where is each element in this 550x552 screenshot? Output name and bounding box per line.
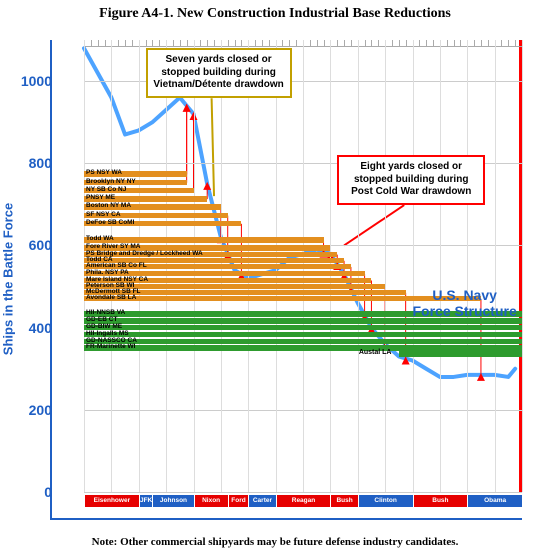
yard-label: Todd WA bbox=[86, 236, 114, 243]
page: Figure A4-1. New Construction Industrial… bbox=[0, 0, 550, 552]
yard-label: NY SB Co NJ bbox=[86, 187, 126, 194]
y-tick-label: 1000 bbox=[12, 73, 52, 89]
president-segment: Obama bbox=[467, 495, 522, 507]
plot-region: EisenhowerJFKJohnsonNixonFordCarterReaga… bbox=[84, 40, 522, 492]
yard-band bbox=[84, 325, 522, 331]
chart-area: Ships in the Battle Force EisenhowerJFKJ… bbox=[50, 40, 522, 520]
yard-band-austal bbox=[399, 351, 522, 357]
vgridline bbox=[413, 40, 414, 492]
vgridline bbox=[440, 40, 441, 492]
y-tick-label: 0 bbox=[12, 484, 52, 500]
callout-box: Eight yards closed orstopped building du… bbox=[337, 155, 485, 205]
president-segment: Eisenhower bbox=[84, 495, 139, 507]
president-segment: Johnson bbox=[152, 495, 193, 507]
president-segment: Carter bbox=[248, 495, 275, 507]
yard-label: DeFoe SB CoMI bbox=[86, 220, 134, 227]
gridline bbox=[84, 492, 522, 493]
figure-note: Note: Other commercial shipyards may be … bbox=[0, 536, 550, 548]
yard-label: Boston NY MA bbox=[86, 203, 131, 210]
president-segment: Bush bbox=[413, 495, 468, 507]
y-tick-label: 600 bbox=[12, 237, 52, 253]
y-tick-label: 800 bbox=[12, 155, 52, 171]
vgridline bbox=[358, 40, 359, 492]
yard-label: SF NSY CA bbox=[86, 212, 121, 219]
figure-title: Figure A4-1. New Construction Industrial… bbox=[0, 0, 550, 24]
president-segment: Reagan bbox=[276, 495, 331, 507]
president-segment: Nixon bbox=[194, 495, 228, 507]
president-segment: Bush bbox=[330, 495, 357, 507]
yard-band bbox=[84, 237, 324, 243]
president-segment: Clinton bbox=[358, 495, 413, 507]
vgridline bbox=[522, 40, 523, 492]
callout-box: Seven yards closed orstopped building du… bbox=[146, 48, 292, 98]
presidents-strip: EisenhowerJFKJohnsonNixonFordCarterReaga… bbox=[84, 495, 522, 510]
yard-band bbox=[84, 339, 522, 345]
yard-label: PS NSY WA bbox=[86, 170, 122, 177]
vgridline bbox=[495, 40, 496, 492]
yard-label: PNSY ME bbox=[86, 195, 115, 202]
y-tick-label: 200 bbox=[12, 402, 52, 418]
vgridline bbox=[467, 40, 468, 492]
yard-band bbox=[84, 345, 522, 351]
yard-label: Avondale SB LA bbox=[86, 295, 136, 302]
yard-label-austal: Austal LA bbox=[359, 349, 392, 356]
yard-label: FR-Marinette WI bbox=[86, 344, 135, 351]
yard-band bbox=[84, 332, 522, 338]
y-tick-label: 400 bbox=[12, 320, 52, 336]
yard-label: Brooklyn NY NY bbox=[86, 179, 136, 186]
president-segment: JFK bbox=[139, 495, 153, 507]
main-annotation: U.S. NavyForce Structure bbox=[413, 287, 517, 321]
president-segment: Ford bbox=[228, 495, 249, 507]
vgridline bbox=[385, 40, 386, 492]
